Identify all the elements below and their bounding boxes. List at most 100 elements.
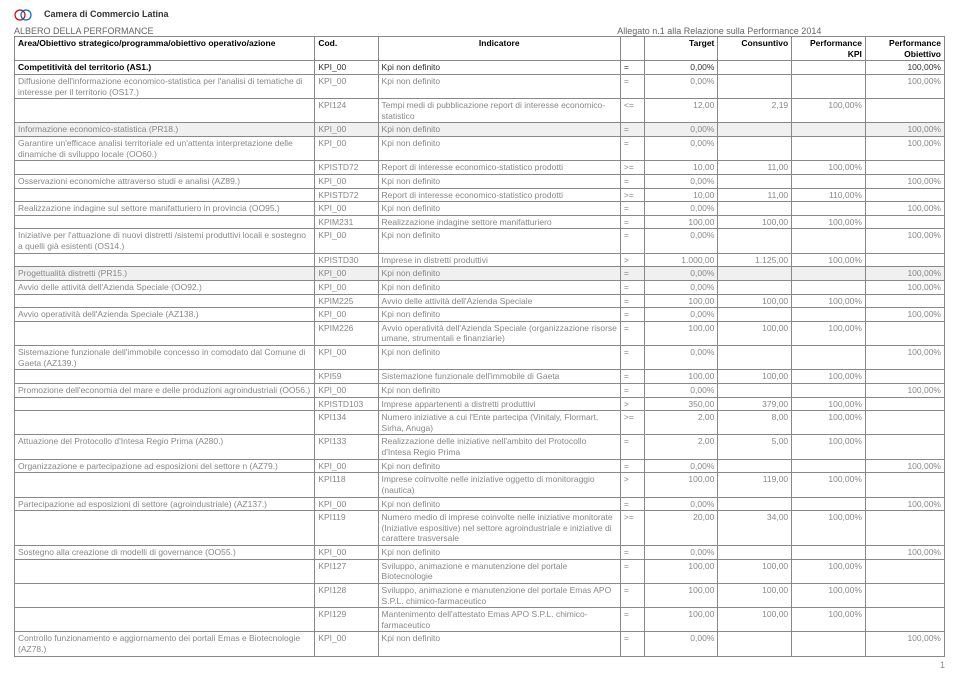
cell: 2,19 xyxy=(718,99,792,123)
cell: Mantenimento dell'attestato Emas APO S.P… xyxy=(378,608,620,632)
cell: >= xyxy=(620,161,644,175)
cell: 2,00 xyxy=(644,435,718,459)
cell: 100,00% xyxy=(792,608,866,632)
cell xyxy=(792,280,866,294)
logo-icon xyxy=(14,8,38,22)
header-row: Area/Obiettivo strategico/programma/obie… xyxy=(15,37,945,61)
cell: 100,00 xyxy=(644,559,718,583)
cell: 100,00 xyxy=(644,608,718,632)
logo-row: Camera di Commercio Latina xyxy=(14,8,945,22)
cell xyxy=(718,546,792,560)
cell: KPI_00 xyxy=(315,61,378,75)
cell xyxy=(15,397,315,411)
cell xyxy=(865,215,944,229)
cell: 0,00% xyxy=(644,497,718,511)
table-row: Organizzazione e partecipazione ad espos… xyxy=(15,459,945,473)
cell: 100,00% xyxy=(865,229,944,253)
cell: 100,00% xyxy=(865,267,944,281)
cell: = xyxy=(620,559,644,583)
cell: = xyxy=(620,215,644,229)
cell: = xyxy=(620,137,644,161)
cell: Kpi non definito xyxy=(378,308,620,322)
cell: = xyxy=(620,459,644,473)
cell xyxy=(865,188,944,202)
cell xyxy=(15,188,315,202)
cell: KPI_00 xyxy=(315,267,378,281)
cell: >= xyxy=(620,188,644,202)
cell: Kpi non definito xyxy=(378,459,620,473)
cell: Avvio delle attività dell'Azienda Specia… xyxy=(15,280,315,294)
cell: 100,00 xyxy=(718,294,792,308)
cell xyxy=(792,346,866,370)
cell: Imprese appartenenti a distretti produtt… xyxy=(378,397,620,411)
cell: = xyxy=(620,202,644,216)
cell: 100,00% xyxy=(865,459,944,473)
cell: Competitività del territorio (AS1.) xyxy=(15,61,315,75)
cell: 0,00% xyxy=(644,74,718,98)
col-perf-ob: Performance Obiettivo xyxy=(865,37,944,61)
cell xyxy=(15,215,315,229)
cell: 0,00% xyxy=(644,267,718,281)
table-row: Promozione dell'economia del mare e dell… xyxy=(15,383,945,397)
cell xyxy=(792,61,866,75)
cell: 8,00 xyxy=(718,411,792,435)
cell: Report di interesse economico-statistico… xyxy=(378,161,620,175)
table-row: Attuazione del Protocollo d'Intesa Regio… xyxy=(15,435,945,459)
pre-header: ALBERO DELLA PERFORMANCE Allegato n.1 al… xyxy=(14,26,945,36)
cell: 100,00% xyxy=(792,583,866,607)
cell: 100,00 xyxy=(644,215,718,229)
cell: Kpi non definito xyxy=(378,267,620,281)
albero-label: ALBERO DELLA PERFORMANCE xyxy=(14,26,154,36)
cell: Controllo funzionamento e aggiornamento … xyxy=(15,632,315,656)
cell: 100,00% xyxy=(792,99,866,123)
table-row: KPISTD72Report di interesse economico-st… xyxy=(15,188,945,202)
cell: = xyxy=(620,583,644,607)
cell: KPI_00 xyxy=(315,74,378,98)
table-row: Sistemazione funzionale dell'immobile co… xyxy=(15,346,945,370)
cell: KPI129 xyxy=(315,608,378,632)
cell: 5,00 xyxy=(718,435,792,459)
cell: Report di interesse economico-statistico… xyxy=(378,188,620,202)
table-row: KPISTD30Imprese in distretti produttivi>… xyxy=(15,253,945,267)
cell: KPISTD103 xyxy=(315,397,378,411)
cell: 100,00% xyxy=(792,435,866,459)
table-row: KPI118Imprese coinvolte nelle iniziative… xyxy=(15,473,945,497)
cell: KPI124 xyxy=(315,99,378,123)
cell xyxy=(718,267,792,281)
cell: >= xyxy=(620,411,644,435)
cell: Numero medio di imprese coinvolte nelle … xyxy=(378,511,620,546)
cell: > xyxy=(620,397,644,411)
cell: 100,00% xyxy=(865,632,944,656)
cell: 100,00% xyxy=(865,123,944,137)
cell: Kpi non definito xyxy=(378,202,620,216)
cell: 1.000,00 xyxy=(644,253,718,267)
cell: KPI_00 xyxy=(315,308,378,322)
cell xyxy=(865,253,944,267)
cell: Garantire un'efficace analisi territoria… xyxy=(15,137,315,161)
cell: 100,00% xyxy=(792,215,866,229)
cell: 2,00 xyxy=(644,411,718,435)
cell xyxy=(15,161,315,175)
cell xyxy=(15,411,315,435)
page-number: 1 xyxy=(940,660,945,670)
cell: Imprese coinvolte nelle iniziative ogget… xyxy=(378,473,620,497)
cell xyxy=(718,308,792,322)
cell: 100,00% xyxy=(792,370,866,384)
cell xyxy=(718,202,792,216)
cell: 100,00 xyxy=(718,583,792,607)
cell xyxy=(865,435,944,459)
cell xyxy=(865,370,944,384)
cell: Kpi non definito xyxy=(378,280,620,294)
cell: Kpi non definito xyxy=(378,497,620,511)
table-row: KPISTD103Imprese appartenenti a distrett… xyxy=(15,397,945,411)
cell: 0,00% xyxy=(644,383,718,397)
cell: KPIM225 xyxy=(315,294,378,308)
cell: KPI_00 xyxy=(315,174,378,188)
cell: 100,00% xyxy=(792,321,866,345)
cell: = xyxy=(620,61,644,75)
cell xyxy=(718,174,792,188)
cell: 100,00 xyxy=(644,321,718,345)
cell xyxy=(15,559,315,583)
cell: KPI128 xyxy=(315,583,378,607)
cell: KPI134 xyxy=(315,411,378,435)
